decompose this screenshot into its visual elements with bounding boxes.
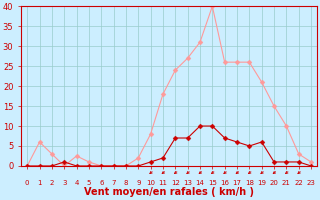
X-axis label: Vent moyen/en rafales ( km/h ): Vent moyen/en rafales ( km/h ) xyxy=(84,187,254,197)
